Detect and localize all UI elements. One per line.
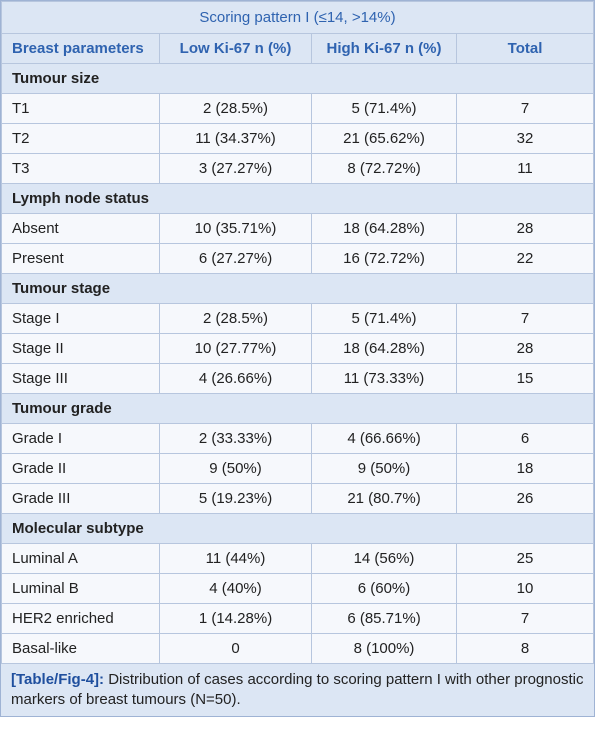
cell: 9 (50%) <box>311 453 457 484</box>
data-row: Grade III 5 (19.23%) 21 (80.7%) 26 <box>1 483 594 514</box>
table-figure: Scoring pattern I (≤14, >14%) Breast par… <box>0 0 595 717</box>
section-label: Molecular subtype <box>1 513 594 544</box>
row-label: Stage I <box>1 303 160 334</box>
cell: 28 <box>456 333 594 364</box>
row-label: Luminal B <box>1 573 160 604</box>
cell: 22 <box>456 243 594 274</box>
cell: 4 (26.66%) <box>159 363 312 394</box>
cell: 15 <box>456 363 594 394</box>
cell: 9 (50%) <box>159 453 312 484</box>
cell: 4 (66.66%) <box>311 423 457 454</box>
row-label: Stage III <box>1 363 160 394</box>
row-label: Absent <box>1 213 160 244</box>
section-row: Lymph node status <box>1 183 594 214</box>
section-label: Tumour grade <box>1 393 594 424</box>
section-row: Tumour size <box>1 63 594 94</box>
cell: 11 (34.37%) <box>159 123 312 154</box>
cell: 18 (64.28%) <box>311 333 457 364</box>
cell: 6 <box>456 423 594 454</box>
data-row: Absent 10 (35.71%) 18 (64.28%) 28 <box>1 213 594 244</box>
row-label: HER2 enriched <box>1 603 160 634</box>
cell: 14 (56%) <box>311 543 457 574</box>
cell: 26 <box>456 483 594 514</box>
table: Scoring pattern I (≤14, >14%) Breast par… <box>1 1 594 664</box>
cell: 0 <box>159 633 312 664</box>
header-cell: Total <box>456 33 594 64</box>
section-row: Tumour grade <box>1 393 594 424</box>
cell: 32 <box>456 123 594 154</box>
data-row: Basal-like 0 8 (100%) 8 <box>1 633 594 664</box>
data-row: T1 2 (28.5%) 5 (71.4%) 7 <box>1 93 594 124</box>
header-cell: Breast parameters <box>1 33 160 64</box>
data-row: Stage III 4 (26.66%) 11 (73.33%) 15 <box>1 363 594 394</box>
cell: 11 (73.33%) <box>311 363 457 394</box>
row-label: T3 <box>1 153 160 184</box>
cell: 18 <box>456 453 594 484</box>
header-row: Breast parameters Low Ki-67 n (%) High Ki-… <box>1 33 594 64</box>
row-label: Basal-like <box>1 633 160 664</box>
cell: 2 (28.5%) <box>159 93 312 124</box>
cell: 1 (14.28%) <box>159 603 312 634</box>
cell: 7 <box>456 603 594 634</box>
data-row: Present 6 (27.27%) 16 (72.72%) 22 <box>1 243 594 274</box>
cell: 28 <box>456 213 594 244</box>
data-row: Grade II 9 (50%) 9 (50%) 18 <box>1 453 594 484</box>
section-label: Tumour stage <box>1 273 594 304</box>
cell: 8 <box>456 633 594 664</box>
data-row: HER2 enriched 1 (14.28%) 6 (85.71%) 7 <box>1 603 594 634</box>
cell: 5 (19.23%) <box>159 483 312 514</box>
section-row: Molecular subtype <box>1 513 594 544</box>
row-label: Grade II <box>1 453 160 484</box>
cell: 16 (72.72%) <box>311 243 457 274</box>
table-body: Tumour size T1 2 (28.5%) 5 (71.4%) 7 T2 11 (34… <box>1 63 594 664</box>
cell: 7 <box>456 303 594 334</box>
table-title: Scoring pattern I (≤14, >14%) <box>1 1 594 34</box>
section-label: Lymph node status <box>1 183 594 214</box>
row-label: Grade I <box>1 423 160 454</box>
cell: 10 (27.77%) <box>159 333 312 364</box>
data-row: Stage II 10 (27.77%) 18 (64.28%) 28 <box>1 333 594 364</box>
data-row: T2 11 (34.37%) 21 (65.62%) 32 <box>1 123 594 154</box>
cell: 5 (71.4%) <box>311 93 457 124</box>
cell: 21 (80.7%) <box>311 483 457 514</box>
row-label: Luminal A <box>1 543 160 574</box>
cell: 6 (85.71%) <box>311 603 457 634</box>
caption-text: Distribution of cases according to scori… <box>11 671 584 708</box>
cell: 25 <box>456 543 594 574</box>
cell: 2 (28.5%) <box>159 303 312 334</box>
cell: 3 (27.27%) <box>159 153 312 184</box>
data-row: Luminal A 11 (44%) 14 (56%) 25 <box>1 543 594 574</box>
row-label: Grade III <box>1 483 160 514</box>
header-cell: High Ki-67 n (%) <box>311 33 457 64</box>
section-row: Tumour stage <box>1 273 594 304</box>
cell: 4 (40%) <box>159 573 312 604</box>
cell: 21 (65.62%) <box>311 123 457 154</box>
data-row: T3 3 (27.27%) 8 (72.72%) 11 <box>1 153 594 184</box>
row-label: T2 <box>1 123 160 154</box>
cell: 2 (33.33%) <box>159 423 312 454</box>
caption: [Table/Fig-4]: Distribution of cases acc… <box>1 664 594 716</box>
header-cell: Low Ki-67 n (%) <box>159 33 312 64</box>
cell: 5 (71.4%) <box>311 303 457 334</box>
cell: 10 <box>456 573 594 604</box>
cell: 6 (27.27%) <box>159 243 312 274</box>
row-label: Present <box>1 243 160 274</box>
cell: 6 (60%) <box>311 573 457 604</box>
row-label: Stage II <box>1 333 160 364</box>
cell: 10 (35.71%) <box>159 213 312 244</box>
cell: 11 <box>456 153 594 184</box>
row-label: T1 <box>1 93 160 124</box>
cell: 11 (44%) <box>159 543 312 574</box>
caption-label: [Table/Fig-4]: <box>11 671 105 688</box>
section-label: Tumour size <box>1 63 594 94</box>
cell: 8 (72.72%) <box>311 153 457 184</box>
cell: 18 (64.28%) <box>311 213 457 244</box>
cell: 7 <box>456 93 594 124</box>
cell: 8 (100%) <box>311 633 457 664</box>
